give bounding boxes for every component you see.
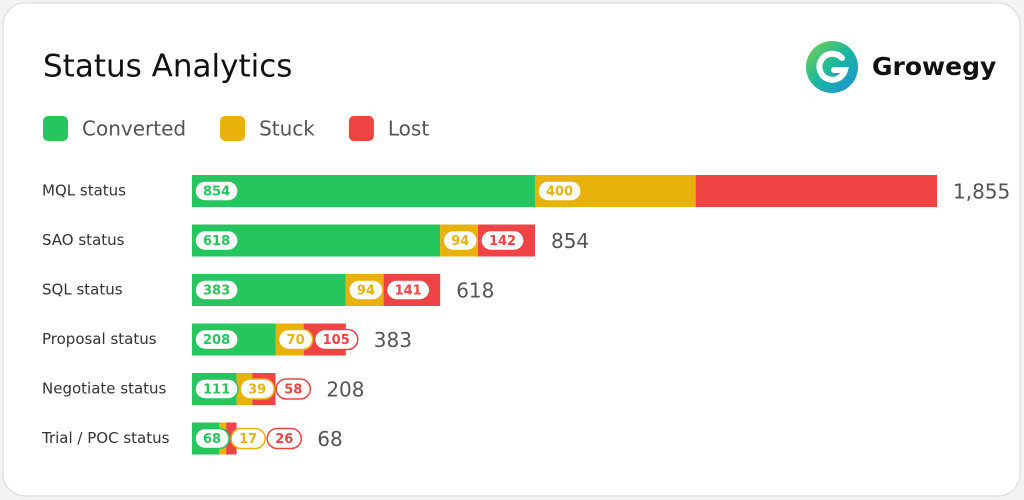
- logo-icon: [806, 41, 858, 93]
- value-label: 400: [546, 185, 573, 200]
- pill-bg: [275, 378, 312, 400]
- category-label: SQL status: [42, 281, 123, 299]
- pill-bg: [537, 180, 582, 202]
- chart-title: Status Analytics: [43, 49, 292, 85]
- value-pill: 208: [194, 328, 239, 351]
- value-pill: 58: [275, 378, 312, 400]
- value-pill: 94: [442, 229, 479, 252]
- value-label: 383: [203, 284, 230, 299]
- legend-label: Converted: [82, 117, 186, 141]
- value-pill: 26: [266, 427, 303, 450]
- value-label: 94: [451, 234, 469, 249]
- logo-text: Growegy: [872, 52, 996, 81]
- value-pill: 383: [194, 279, 239, 301]
- total-label: 854: [551, 229, 589, 253]
- logo-glyph: [816, 50, 849, 83]
- value-pill: 142: [480, 229, 525, 252]
- pill-bg: [194, 328, 239, 351]
- pill-bg: [194, 279, 239, 301]
- value-pill: 70: [277, 328, 314, 351]
- value-pill: 618: [194, 229, 239, 252]
- value-label: 39: [248, 383, 266, 398]
- category-label: SAO status: [42, 231, 125, 249]
- pill-bg: [194, 180, 239, 202]
- pill-bg: [442, 229, 479, 252]
- value-pill: 68: [194, 427, 230, 450]
- value-label: 70: [287, 333, 305, 348]
- value-pill: 854: [194, 180, 239, 202]
- pill-bg: [348, 279, 384, 301]
- value-label: 17: [239, 432, 257, 447]
- pill-bg: [277, 328, 314, 351]
- value-pill: 105: [313, 328, 359, 351]
- pill-bg: [313, 328, 359, 351]
- pill-bg: [266, 427, 303, 450]
- pill-bg: [194, 229, 239, 252]
- total-label: 383: [374, 328, 412, 352]
- value-label: 105: [323, 333, 350, 348]
- category-label: MQL status: [42, 182, 126, 200]
- pill-bg: [194, 378, 239, 400]
- total-label: 1,855: [953, 180, 1010, 204]
- total-label: 618: [456, 279, 494, 303]
- legend-label: Stuck: [259, 117, 315, 141]
- category-label: Proposal status: [42, 330, 157, 348]
- value-label: 208: [203, 333, 230, 348]
- legend-swatch: [348, 116, 374, 141]
- value-label: 618: [203, 234, 230, 249]
- pill-bg: [230, 427, 266, 450]
- total-label: 68: [317, 427, 342, 451]
- pill-bg: [239, 378, 275, 400]
- legend-label: Lost: [388, 117, 429, 141]
- category-label: Trial / POC status: [41, 429, 170, 447]
- value-label: 854: [203, 185, 230, 200]
- value-pill: 111: [194, 378, 239, 400]
- legend-swatch: [220, 116, 246, 141]
- category-label: Negotiate status: [42, 380, 167, 398]
- value-label: 68: [203, 432, 221, 447]
- value-label: 94: [357, 284, 375, 299]
- logo: Growegy: [806, 41, 996, 93]
- value-pill: 17: [230, 427, 266, 450]
- total-label: 208: [326, 378, 364, 402]
- value-pill: 141: [385, 279, 431, 301]
- value-pill: 39: [239, 378, 275, 400]
- value-pill: 400: [537, 180, 582, 202]
- bar-segment: [695, 175, 937, 207]
- value-pill: 94: [348, 279, 384, 301]
- value-label: 141: [395, 284, 422, 299]
- value-label: 142: [489, 234, 516, 249]
- value-label: 111: [203, 383, 230, 398]
- legend-swatch: [43, 116, 68, 141]
- pill-bg: [194, 427, 230, 450]
- pill-bg: [385, 279, 431, 301]
- pill-bg: [480, 229, 525, 252]
- value-label: 58: [284, 383, 302, 398]
- value-label: 26: [275, 432, 293, 447]
- bar-segment: [192, 175, 535, 207]
